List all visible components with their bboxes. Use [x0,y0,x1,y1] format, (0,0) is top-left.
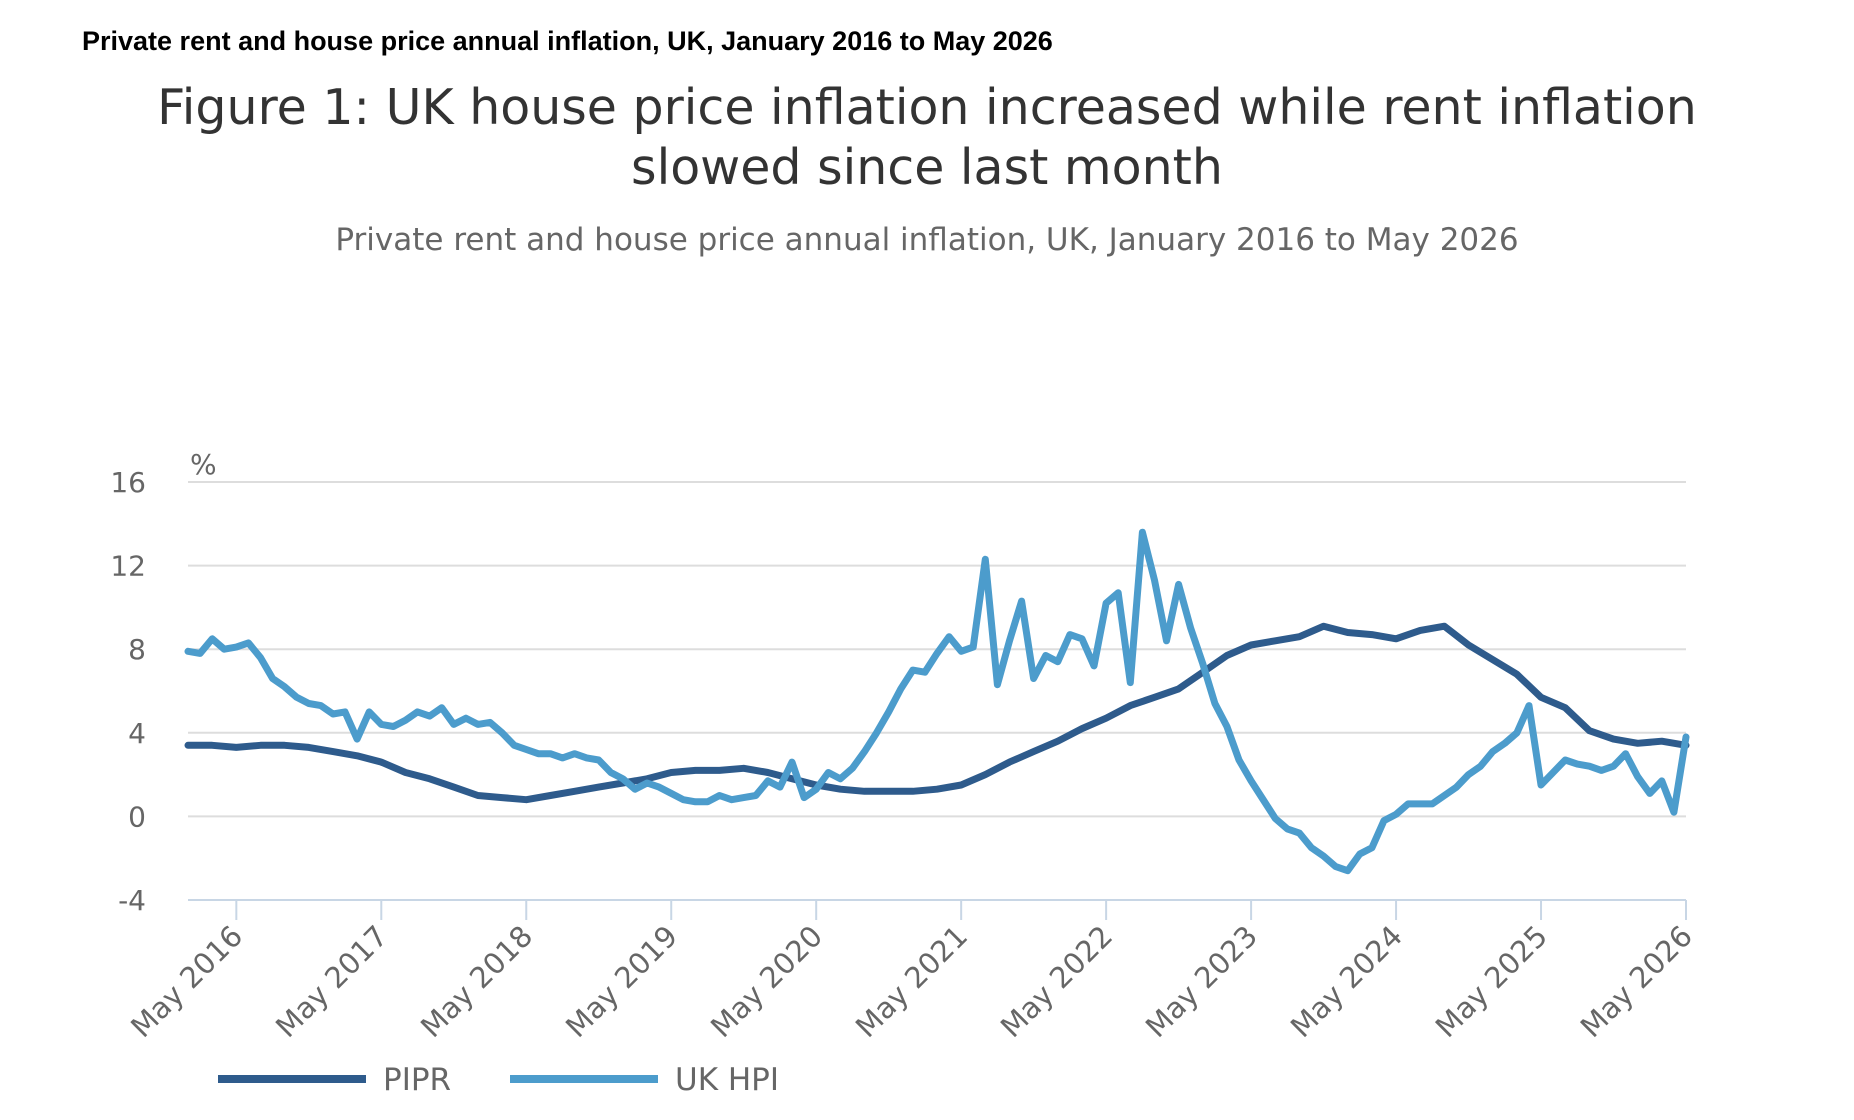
x-tick-label: May 2019 [559,919,684,1044]
x-tick-label: May 2017 [269,919,394,1044]
series-line-pipr [184,622,1690,804]
series-line-uk-hpi [184,528,1690,875]
chart-title-line-2: slowed since last month [631,139,1223,196]
x-tick-label: May 2022 [994,919,1119,1044]
chart-title: Figure 1: UK house price inflation incre… [0,78,1854,198]
page-heading: Private rent and house price annual infl… [82,26,1053,56]
chart-subtitle: Private rent and house price annual infl… [335,222,1519,258]
series-lines [184,528,1690,875]
x-tick-label: May 2024 [1284,919,1409,1044]
chart-title-line-1: Figure 1: UK house price inflation incre… [157,79,1697,136]
x-axis: May 2016 May 2017 May 2018 May 2019 May 2020… [124,899,1699,1044]
y-tick-label: 0 [128,800,146,833]
x-tick-label: May 2020 [704,919,829,1044]
legend-label-uk-hpi: UK HPI [675,1062,779,1098]
y-tick-label: 12 [110,550,146,583]
y-tick-label: 8 [128,633,146,666]
x-tick-label: May 2026 [1574,919,1699,1044]
y-axis-unit-label: % [190,448,217,481]
x-tick-label: May 2023 [1139,919,1264,1044]
y-tick-label: -4 [118,884,146,917]
x-tick-label: May 2016 [124,919,249,1044]
legend: PIPR UK HPI [218,1062,779,1098]
grid-lines [188,481,1686,818]
y-tick-label: 4 [128,717,146,750]
x-tick-label: May 2018 [414,919,539,1044]
y-axis-ticks: 16 12 8 4 0 -4 [110,466,146,917]
x-tick-label: May 2025 [1429,919,1554,1044]
x-tick-label: May 2021 [849,919,974,1044]
legend-label-pipr: PIPR [383,1062,451,1098]
y-tick-label: 16 [110,466,146,499]
